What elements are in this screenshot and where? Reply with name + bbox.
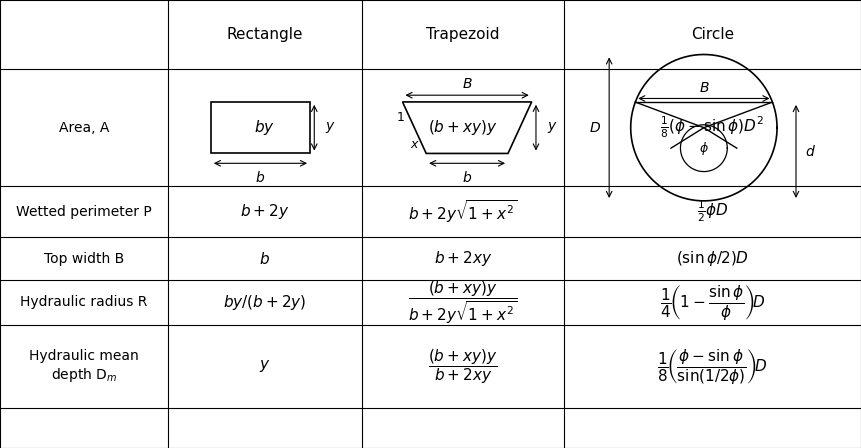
- Bar: [211, 102, 310, 153]
- Text: $\frac{1}{2}\phi D$: $\frac{1}{2}\phi D$: [697, 199, 728, 224]
- Text: $D$: $D$: [589, 121, 601, 135]
- Text: $\dfrac{1}{8}\!\left(\dfrac{\phi-\sin\phi}{\sin(1/2\phi)}\right)\!D$: $\dfrac{1}{8}\!\left(\dfrac{\phi-\sin\ph…: [657, 347, 768, 386]
- Text: Area, A: Area, A: [59, 121, 109, 135]
- Text: Hydraulic radius R: Hydraulic radius R: [21, 295, 147, 310]
- Text: $by/(b+2y)$: $by/(b+2y)$: [223, 293, 307, 312]
- Text: $\frac{1}{8}(\phi - \sin\phi)D^2$: $\frac{1}{8}(\phi - \sin\phi)D^2$: [660, 115, 765, 141]
- Text: $x$: $x$: [410, 138, 419, 151]
- Text: $B$: $B$: [698, 82, 709, 95]
- Text: $\dfrac{(b+xy)y}{b+2xy}$: $\dfrac{(b+xy)y}{b+2xy}$: [428, 347, 498, 386]
- Text: $y$: $y$: [259, 358, 270, 374]
- Text: $b+2xy$: $b+2xy$: [434, 249, 492, 268]
- Text: $d$: $d$: [804, 144, 815, 159]
- Text: Top width B: Top width B: [44, 252, 124, 266]
- Text: $b$: $b$: [462, 171, 472, 185]
- Text: $y$: $y$: [325, 120, 336, 135]
- Text: $b$: $b$: [259, 251, 270, 267]
- Text: $y$: $y$: [548, 120, 558, 135]
- Text: $by$: $by$: [254, 118, 276, 137]
- Text: $b+2y\sqrt{1+x^2}$: $b+2y\sqrt{1+x^2}$: [408, 198, 517, 225]
- Text: $\dfrac{(b+xy)y}{b+2y\sqrt{1+x^2}}$: $\dfrac{(b+xy)y}{b+2y\sqrt{1+x^2}}$: [408, 279, 517, 326]
- Text: $b+2y$: $b+2y$: [240, 202, 289, 221]
- Text: Circle: Circle: [691, 27, 734, 42]
- Text: $B$: $B$: [461, 77, 473, 90]
- Text: Wetted perimeter P: Wetted perimeter P: [16, 205, 152, 219]
- Text: $b$: $b$: [256, 171, 265, 185]
- Text: $\dfrac{1}{4}\!\left(1-\dfrac{\sin\phi}{\phi}\right)\!D$: $\dfrac{1}{4}\!\left(1-\dfrac{\sin\phi}{…: [660, 283, 765, 322]
- Text: Hydraulic mean
depth D$_m$: Hydraulic mean depth D$_m$: [29, 349, 139, 383]
- Text: $(\sin\phi/2)D$: $(\sin\phi/2)D$: [677, 249, 748, 268]
- Text: Rectangle: Rectangle: [226, 27, 303, 42]
- Text: $(b+xy)y$: $(b+xy)y$: [428, 118, 498, 137]
- Text: $\phi$: $\phi$: [699, 140, 709, 157]
- Text: Trapezoid: Trapezoid: [426, 27, 499, 42]
- Text: 1: 1: [396, 111, 405, 124]
